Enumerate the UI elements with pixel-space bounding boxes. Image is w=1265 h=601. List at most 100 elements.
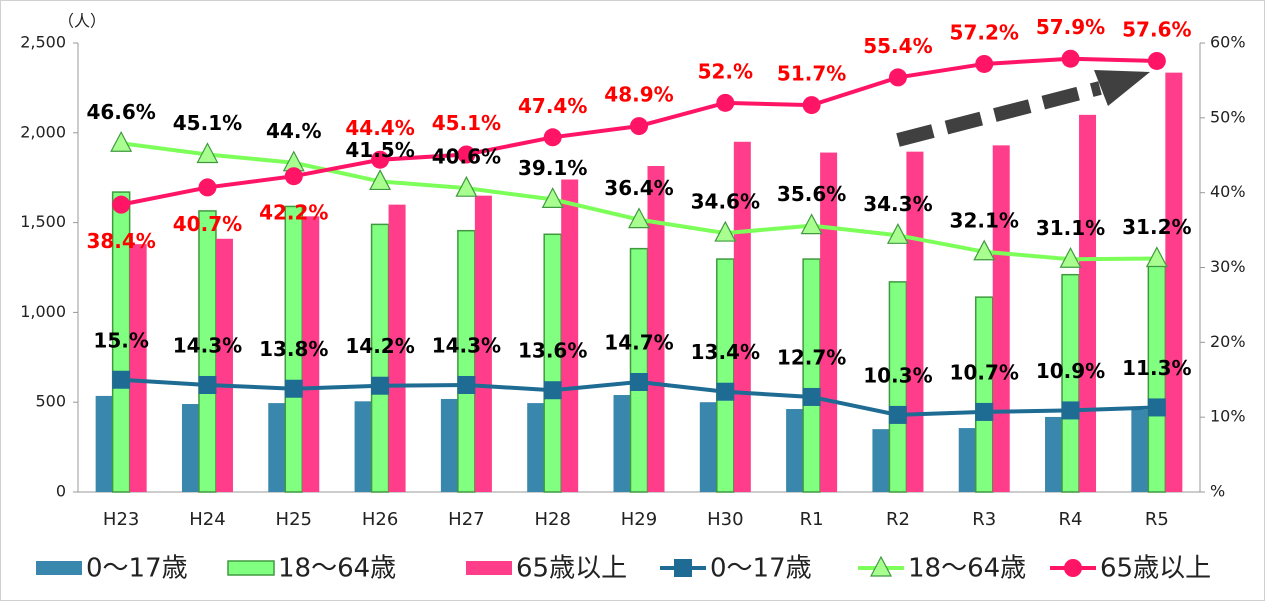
bar — [440, 398, 458, 492]
line-marker — [975, 54, 994, 73]
bar — [1079, 114, 1097, 492]
bar — [699, 402, 717, 492]
bar — [474, 195, 492, 492]
data-label: 13.8% — [259, 337, 328, 361]
line-marker — [198, 178, 217, 197]
x-tick-label: H27 — [448, 509, 484, 530]
data-label: 34.6% — [691, 190, 760, 214]
data-label: 34.3% — [863, 192, 932, 216]
data-label: 40.7% — [173, 212, 242, 236]
line-marker — [112, 195, 131, 214]
bar — [1131, 409, 1149, 492]
line-marker — [886, 223, 909, 244]
x-tick-label: H24 — [189, 509, 225, 530]
data-label: 10.9% — [1036, 359, 1105, 383]
line-marker — [1061, 401, 1080, 420]
bar — [527, 403, 545, 492]
legend-swatch — [466, 561, 512, 575]
data-label: 44.4% — [345, 116, 414, 140]
bar — [354, 401, 372, 492]
data-label: 32.1% — [950, 208, 1019, 232]
data-label: 44.% — [266, 119, 321, 143]
y2-tick-label: 50% — [1210, 107, 1246, 126]
data-label: 48.9% — [604, 83, 673, 107]
bar — [1061, 273, 1080, 493]
line-marker — [802, 96, 821, 115]
line-marker — [975, 402, 994, 421]
x-tick-label: H28 — [534, 509, 570, 530]
data-label: 38.4% — [86, 229, 155, 253]
y2-tick-label: % — [1210, 482, 1225, 501]
bar — [1165, 72, 1183, 492]
bar — [129, 244, 147, 492]
x-tick-label: R1 — [800, 509, 824, 530]
data-label: 14.2% — [345, 334, 414, 358]
y-tick-label: 1,500 — [20, 212, 66, 231]
line-marker — [800, 213, 823, 235]
line-marker — [284, 167, 303, 186]
bar — [872, 429, 890, 492]
x-tick-label: H26 — [362, 509, 398, 530]
bar — [992, 145, 1010, 492]
y-tick-label: 500 — [35, 392, 66, 411]
data-label: 57.6% — [1122, 17, 1191, 41]
x-tick-label: R3 — [972, 509, 996, 530]
legend-label: 18～64歳 — [908, 554, 1026, 584]
data-label: 15.% — [93, 328, 148, 352]
data-label: 45.1% — [432, 111, 501, 135]
line-marker — [455, 175, 478, 197]
line-marker — [543, 381, 562, 400]
y2-tick-label: 40% — [1210, 182, 1246, 201]
x-tick-label: R4 — [1059, 509, 1083, 530]
line-marker — [1145, 246, 1168, 268]
bar — [302, 216, 320, 492]
bar — [388, 204, 406, 492]
data-label: 10.7% — [950, 360, 1019, 384]
y-axis-label: （人） — [58, 12, 106, 31]
legend-swatch — [227, 560, 275, 576]
line-marker — [112, 370, 131, 389]
bar — [181, 403, 199, 492]
line-marker — [284, 379, 303, 398]
line-marker — [1059, 246, 1082, 268]
bar — [1045, 416, 1063, 492]
data-label: 14.7% — [604, 330, 673, 354]
x-tick-label: H30 — [707, 509, 743, 530]
line-marker — [543, 128, 562, 147]
legend-swatch — [36, 561, 82, 575]
data-label: 13.6% — [518, 339, 587, 363]
data-label: 31.2% — [1122, 215, 1191, 239]
bar — [716, 258, 735, 493]
line-marker — [802, 387, 821, 406]
bar — [958, 428, 976, 492]
y2-tick-label: 30% — [1210, 257, 1246, 276]
data-label: 39.1% — [518, 156, 587, 180]
legend-label: 0～17歳 — [710, 554, 812, 584]
line-marker — [457, 145, 476, 164]
data-label: 12.7% — [777, 345, 846, 369]
bar — [974, 296, 994, 493]
y-tick-label: 0 — [56, 482, 66, 501]
legend-label: 0～17歳 — [86, 554, 188, 584]
data-label: 36.4% — [604, 176, 673, 200]
bar — [215, 238, 233, 492]
line-marker — [1147, 51, 1166, 70]
arrow-head — [1094, 70, 1150, 106]
data-label: 31.1% — [1036, 216, 1105, 240]
bar — [613, 395, 631, 492]
data-label: 40.6% — [432, 145, 501, 169]
data-label: 11.3% — [1122, 356, 1191, 380]
line-marker — [628, 207, 650, 229]
line-marker — [714, 220, 737, 242]
data-label: 51.7% — [777, 62, 846, 86]
x-tick-label: H23 — [103, 509, 139, 530]
data-label: 55.4% — [863, 34, 932, 58]
y-tick-label: 1,000 — [20, 302, 66, 321]
bar — [629, 247, 649, 493]
data-label: 10.3% — [863, 363, 932, 387]
x-tick-label: H29 — [621, 509, 657, 530]
bar — [95, 395, 113, 492]
line-marker — [973, 239, 996, 261]
bar — [820, 152, 838, 492]
